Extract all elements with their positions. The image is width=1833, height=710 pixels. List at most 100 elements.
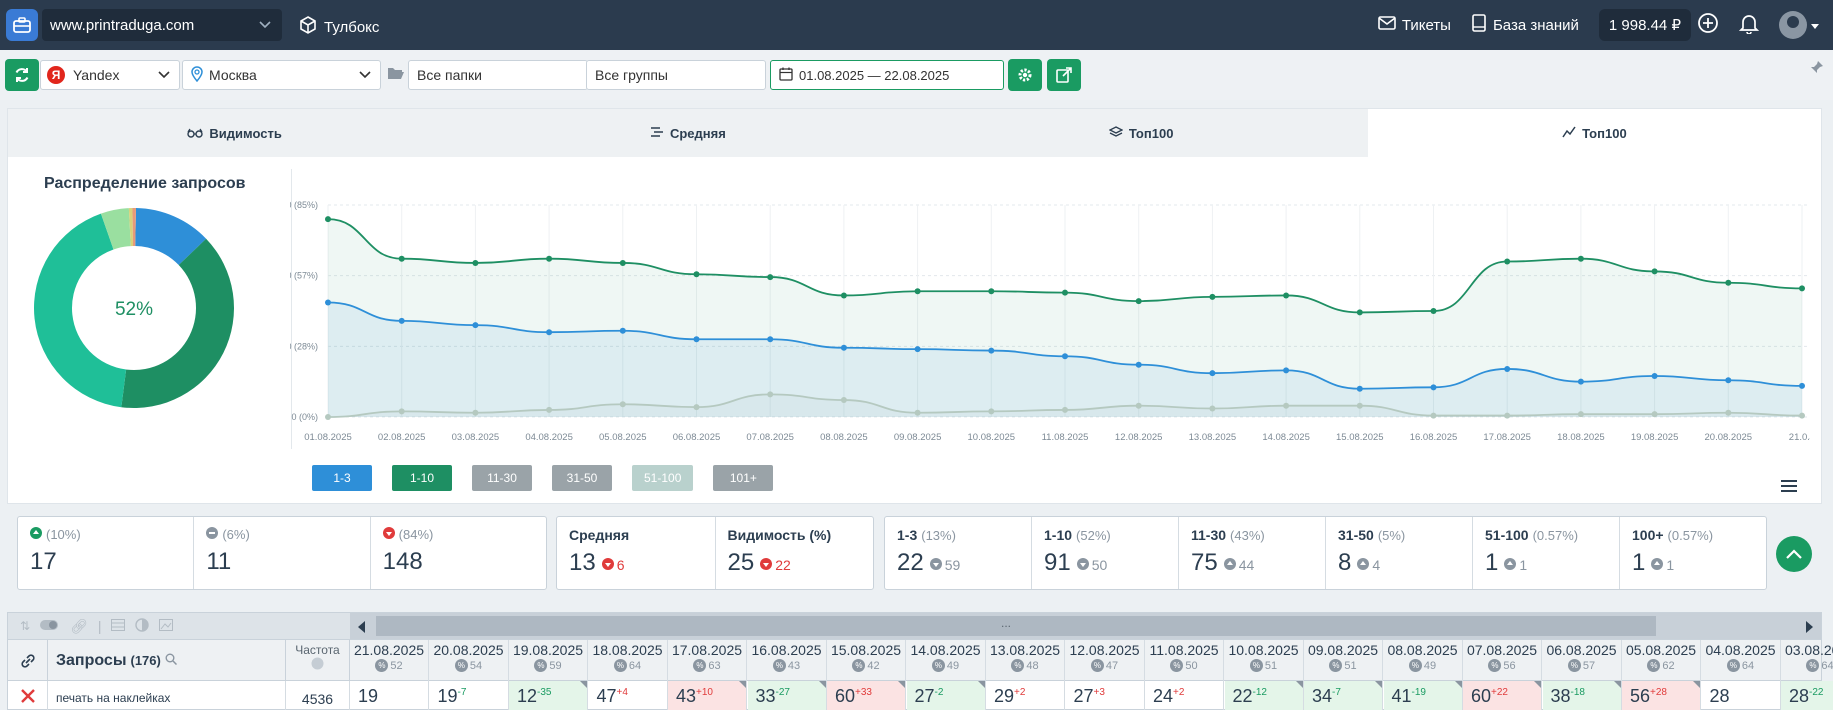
date-column-header[interactable]: 05.08.2025% 62 — [1622, 640, 1701, 681]
date-column-header[interactable]: 21.08.2025% 52 — [350, 640, 429, 681]
settings-button[interactable] — [1008, 59, 1042, 91]
data-point[interactable] — [1577, 255, 1584, 262]
tickets-link[interactable]: Тикеты — [1378, 16, 1451, 34]
position-cell[interactable]: 47+4 — [589, 681, 668, 710]
data-point[interactable] — [1209, 405, 1216, 412]
data-point[interactable] — [1283, 402, 1290, 409]
data-point[interactable] — [693, 271, 700, 278]
table-icon[interactable] — [111, 618, 126, 634]
data-point[interactable] — [840, 397, 847, 404]
data-point[interactable] — [1725, 279, 1732, 286]
data-point[interactable] — [1430, 412, 1437, 419]
data-point[interactable] — [472, 409, 479, 416]
date-column-header[interactable]: 06.08.2025% 57 — [1543, 640, 1622, 681]
date-column-header[interactable]: 03.08.2025%64 — [1781, 640, 1833, 681]
tab-top100-trend[interactable]: Топ100 — [1367, 109, 1821, 157]
toggle-11-30[interactable]: 11-30 — [472, 465, 532, 491]
date-range-picker[interactable]: 01.08.2025 — 22.08.2025 — [770, 60, 1004, 90]
data-point[interactable] — [1577, 378, 1584, 385]
position-cell[interactable]: 38-18 — [1542, 681, 1622, 710]
horizontal-scrollbar[interactable]: ... — [350, 613, 1821, 639]
data-point[interactable] — [1430, 308, 1437, 314]
briefcase-icon[interactable] — [6, 9, 38, 41]
position-cell[interactable]: 27-2 — [906, 681, 986, 710]
data-point[interactable] — [693, 404, 700, 411]
site-select[interactable]: www.printraduga.com — [42, 9, 282, 41]
scroll-right-icon[interactable] — [1805, 620, 1813, 636]
position-cell[interactable]: 41-19 — [1383, 681, 1463, 710]
engine-select[interactable]: Я Yandex — [40, 60, 180, 90]
data-point[interactable] — [914, 288, 921, 295]
data-point[interactable] — [1725, 409, 1732, 416]
date-column-header[interactable]: 13.08.2025% 48 — [986, 640, 1065, 681]
contrast-icon[interactable] — [135, 617, 150, 635]
search-icon[interactable] — [165, 652, 177, 670]
date-column-header[interactable]: 19.08.2025% 59 — [509, 640, 588, 681]
folders-select[interactable]: Все папки — [408, 60, 588, 90]
data-point[interactable] — [1504, 412, 1511, 419]
hamburger-menu-icon[interactable] — [1781, 479, 1797, 496]
sort-icon[interactable]: ⇅ — [20, 619, 31, 633]
refresh-button[interactable] — [5, 59, 39, 91]
link-column-header[interactable] — [8, 640, 48, 681]
date-column-header[interactable]: 14.08.2025% 49 — [907, 640, 986, 681]
export-button[interactable] — [1047, 59, 1081, 91]
data-point[interactable] — [767, 391, 774, 398]
date-column-header[interactable]: 11.08.2025% 50 — [1145, 640, 1224, 681]
data-point[interactable] — [767, 274, 774, 281]
knowledge-base-link[interactable]: База знаний — [1471, 14, 1579, 36]
balance-badge[interactable]: 1 998.44 ₽ — [1598, 9, 1691, 41]
data-point[interactable] — [1135, 402, 1142, 409]
bell-icon[interactable] — [1738, 12, 1760, 38]
data-point[interactable] — [546, 329, 553, 336]
data-point[interactable] — [1651, 411, 1658, 418]
table-row[interactable]: печать на наклейках 4536 19 19-7 12-35 47+4… — [8, 681, 1833, 710]
data-point[interactable] — [1356, 385, 1363, 392]
donut-segment-31-50[interactable] — [100, 208, 131, 250]
data-point[interactable] — [472, 259, 479, 266]
scroll-left-icon[interactable] — [358, 620, 366, 636]
position-cell[interactable]: 34-7 — [1304, 681, 1383, 710]
position-cell[interactable]: 22-12 — [1224, 681, 1304, 710]
data-point[interactable] — [840, 292, 847, 299]
link-icon[interactable]: 🔗︎ — [70, 617, 88, 634]
data-point[interactable] — [1799, 285, 1805, 292]
toggle-31-50[interactable]: 31-50 — [552, 465, 612, 491]
date-column-header[interactable]: 10.08.2025% 51 — [1225, 640, 1304, 681]
tab-top100-layers[interactable]: Топ100 — [915, 109, 1368, 157]
scroll-right-arrow-icon[interactable]: → — [1806, 431, 1810, 443]
data-point[interactable] — [988, 347, 995, 354]
donut-segment-1-10[interactable] — [121, 238, 235, 408]
position-cell[interactable]: 28-22 — [1781, 681, 1833, 710]
data-point[interactable] — [1651, 268, 1658, 275]
data-point[interactable] — [1651, 373, 1658, 380]
pin-icon[interactable] — [1810, 60, 1824, 77]
data-point[interactable] — [1209, 293, 1216, 300]
data-point[interactable] — [619, 259, 626, 266]
donut-segment-51-100[interactable] — [128, 208, 134, 247]
image-icon[interactable] — [159, 618, 174, 634]
data-point[interactable] — [325, 414, 331, 420]
user-menu[interactable] — [1779, 11, 1819, 39]
data-point[interactable] — [988, 408, 995, 415]
data-point[interactable] — [1209, 370, 1216, 377]
data-point[interactable] — [1799, 382, 1805, 389]
toggle-1-10[interactable]: 1-10 — [392, 465, 452, 491]
data-point[interactable] — [767, 336, 774, 343]
data-point[interactable] — [1062, 406, 1068, 413]
groups-select[interactable]: Все группы — [586, 60, 766, 90]
data-point[interactable] — [472, 322, 479, 329]
position-cell[interactable]: 33-27 — [747, 681, 827, 710]
data-point[interactable] — [619, 401, 626, 408]
date-column-header[interactable]: 04.08.2025% 64 — [1702, 640, 1781, 681]
position-cell[interactable]: 56+28 — [1622, 681, 1701, 710]
data-point[interactable] — [1062, 353, 1068, 360]
data-point[interactable] — [1430, 384, 1437, 391]
data-point[interactable] — [1135, 298, 1142, 305]
position-cell[interactable]: 28 — [1702, 681, 1781, 710]
data-point[interactable] — [1356, 309, 1363, 316]
position-cell[interactable]: 19 — [350, 681, 429, 710]
data-point[interactable] — [1725, 377, 1732, 384]
data-point[interactable] — [619, 327, 626, 334]
date-column-header[interactable]: 16.08.2025% 43 — [748, 640, 827, 681]
